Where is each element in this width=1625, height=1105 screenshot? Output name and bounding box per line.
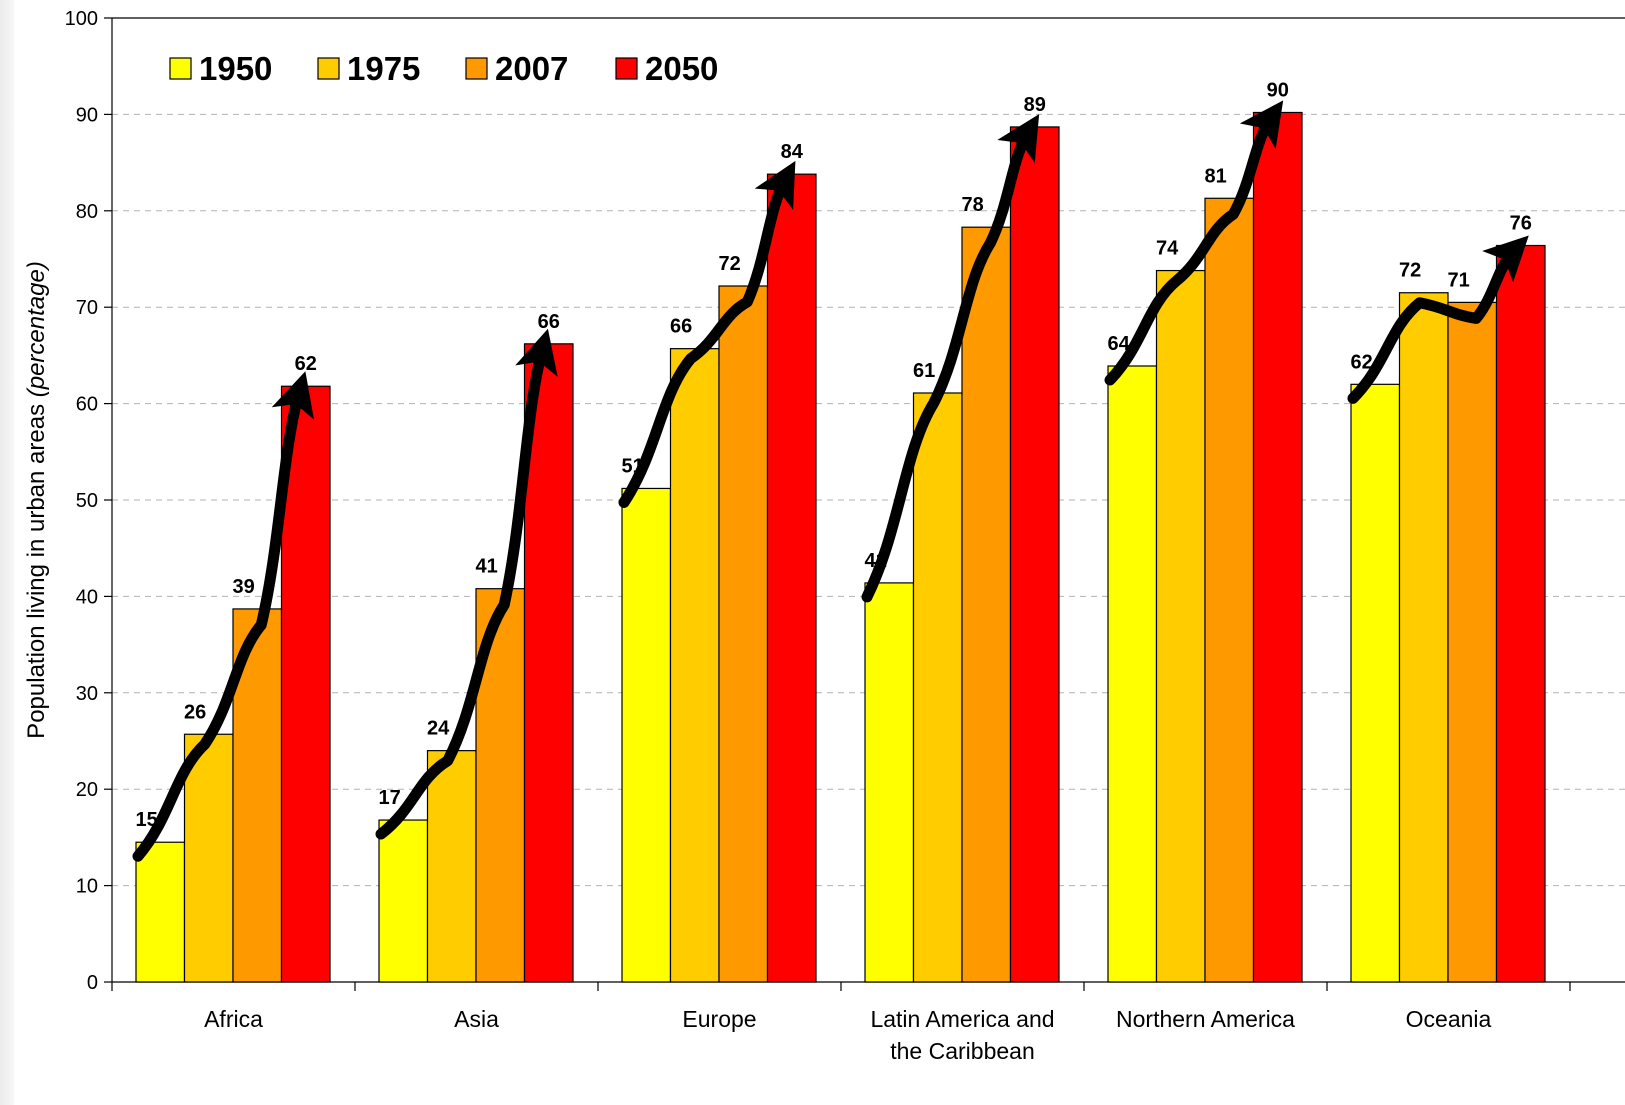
trend-arrow [1347, 235, 1529, 404]
bar-1975 [912, 392, 963, 983]
bar-1975 [183, 733, 234, 983]
data-label: 81 [1205, 165, 1227, 187]
y-tick-label: 30 [76, 683, 98, 705]
category-label: Africa [204, 1006, 263, 1032]
data-label: 90 [1267, 79, 1289, 101]
trend-arrow [861, 114, 1040, 603]
category-label: Latin America and [870, 1006, 1054, 1032]
bar-1975 [426, 750, 477, 983]
trend-arrow [618, 160, 796, 508]
data-label: 66 [538, 311, 560, 333]
y-axis-title-main: Population living in urban areas [23, 397, 50, 739]
y-axis-title: Population living in urban areas (percen… [23, 261, 50, 739]
data-label: 76 [1510, 213, 1532, 235]
bar-2050 [523, 343, 574, 983]
data-label: 15 [136, 809, 158, 831]
y-tick-label: 60 [76, 394, 98, 416]
y-axis-title-unit: (percentage) [23, 261, 50, 397]
legend-label-2007: 2007 [495, 50, 568, 87]
data-label: 78 [962, 194, 984, 216]
data-label: 74 [1156, 238, 1179, 260]
data-label: 71 [1448, 269, 1470, 291]
data-label: 26 [184, 701, 206, 723]
bar-2007 [1447, 301, 1498, 983]
legend-swatch-2007 [465, 57, 488, 80]
legend-label-1950: 1950 [199, 50, 272, 87]
data-label: 84 [781, 141, 804, 163]
legend-label-2050: 2050 [645, 50, 718, 87]
category-label: Europe [682, 1006, 756, 1032]
y-tick-label: 70 [76, 297, 98, 319]
data-label: 62 [1351, 351, 1373, 373]
y-tick-label: 100 [65, 8, 98, 30]
data-label: 64 [1108, 333, 1131, 355]
category-label: Oceania [1406, 1006, 1492, 1032]
bar-1975 [1155, 269, 1206, 983]
bar-2050 [1252, 111, 1303, 983]
data-label: 24 [427, 718, 450, 740]
bar-1950 [1350, 383, 1401, 983]
bar-1950 [378, 819, 429, 983]
bar-1950 [621, 487, 672, 983]
y-tick-label: 10 [76, 876, 98, 898]
data-label: 72 [1399, 260, 1421, 282]
data-label: 72 [719, 253, 741, 275]
data-label: 61 [913, 360, 935, 382]
legend-swatch-1975 [317, 57, 340, 80]
bar-1975 [669, 348, 720, 983]
left-edge-strip [0, 0, 14, 1105]
legend-swatch-2050 [615, 57, 638, 80]
category-label: Northern America [1116, 1006, 1295, 1032]
data-label: 41 [476, 556, 498, 578]
trend-arrow [1104, 100, 1284, 386]
bar-2050 [1009, 126, 1060, 983]
bar-1950 [135, 841, 186, 983]
trend-arrow [375, 328, 558, 840]
bar-2050 [1495, 244, 1546, 983]
category-label: Asia [454, 1006, 499, 1032]
y-tick-label: 80 [76, 201, 98, 223]
data-label: 66 [670, 316, 692, 338]
data-label: 62 [295, 353, 317, 375]
category-label: the Caribbean [890, 1038, 1035, 1064]
bar-2007 [961, 226, 1012, 983]
y-tick-label: 20 [76, 779, 98, 801]
bar-2050 [766, 173, 817, 983]
bar-2007 [718, 285, 769, 983]
data-label: 89 [1024, 94, 1046, 116]
bar-2007 [475, 588, 526, 983]
trend-arrow [132, 371, 315, 862]
y-tick-label: 40 [76, 586, 98, 608]
bar-2007 [1204, 197, 1255, 983]
bar-2050 [280, 385, 331, 983]
y-tick-label: 50 [76, 490, 98, 512]
legend-label-1975: 1975 [347, 50, 420, 87]
y-tick-label: 0 [87, 972, 98, 994]
bar-1950 [1107, 365, 1158, 983]
bar-1950 [864, 582, 915, 983]
y-tick-label: 90 [76, 104, 98, 126]
legend-swatch-1950 [169, 57, 192, 80]
data-label: 17 [379, 787, 401, 809]
data-label: 39 [233, 576, 255, 598]
bar-1975 [1398, 292, 1449, 983]
